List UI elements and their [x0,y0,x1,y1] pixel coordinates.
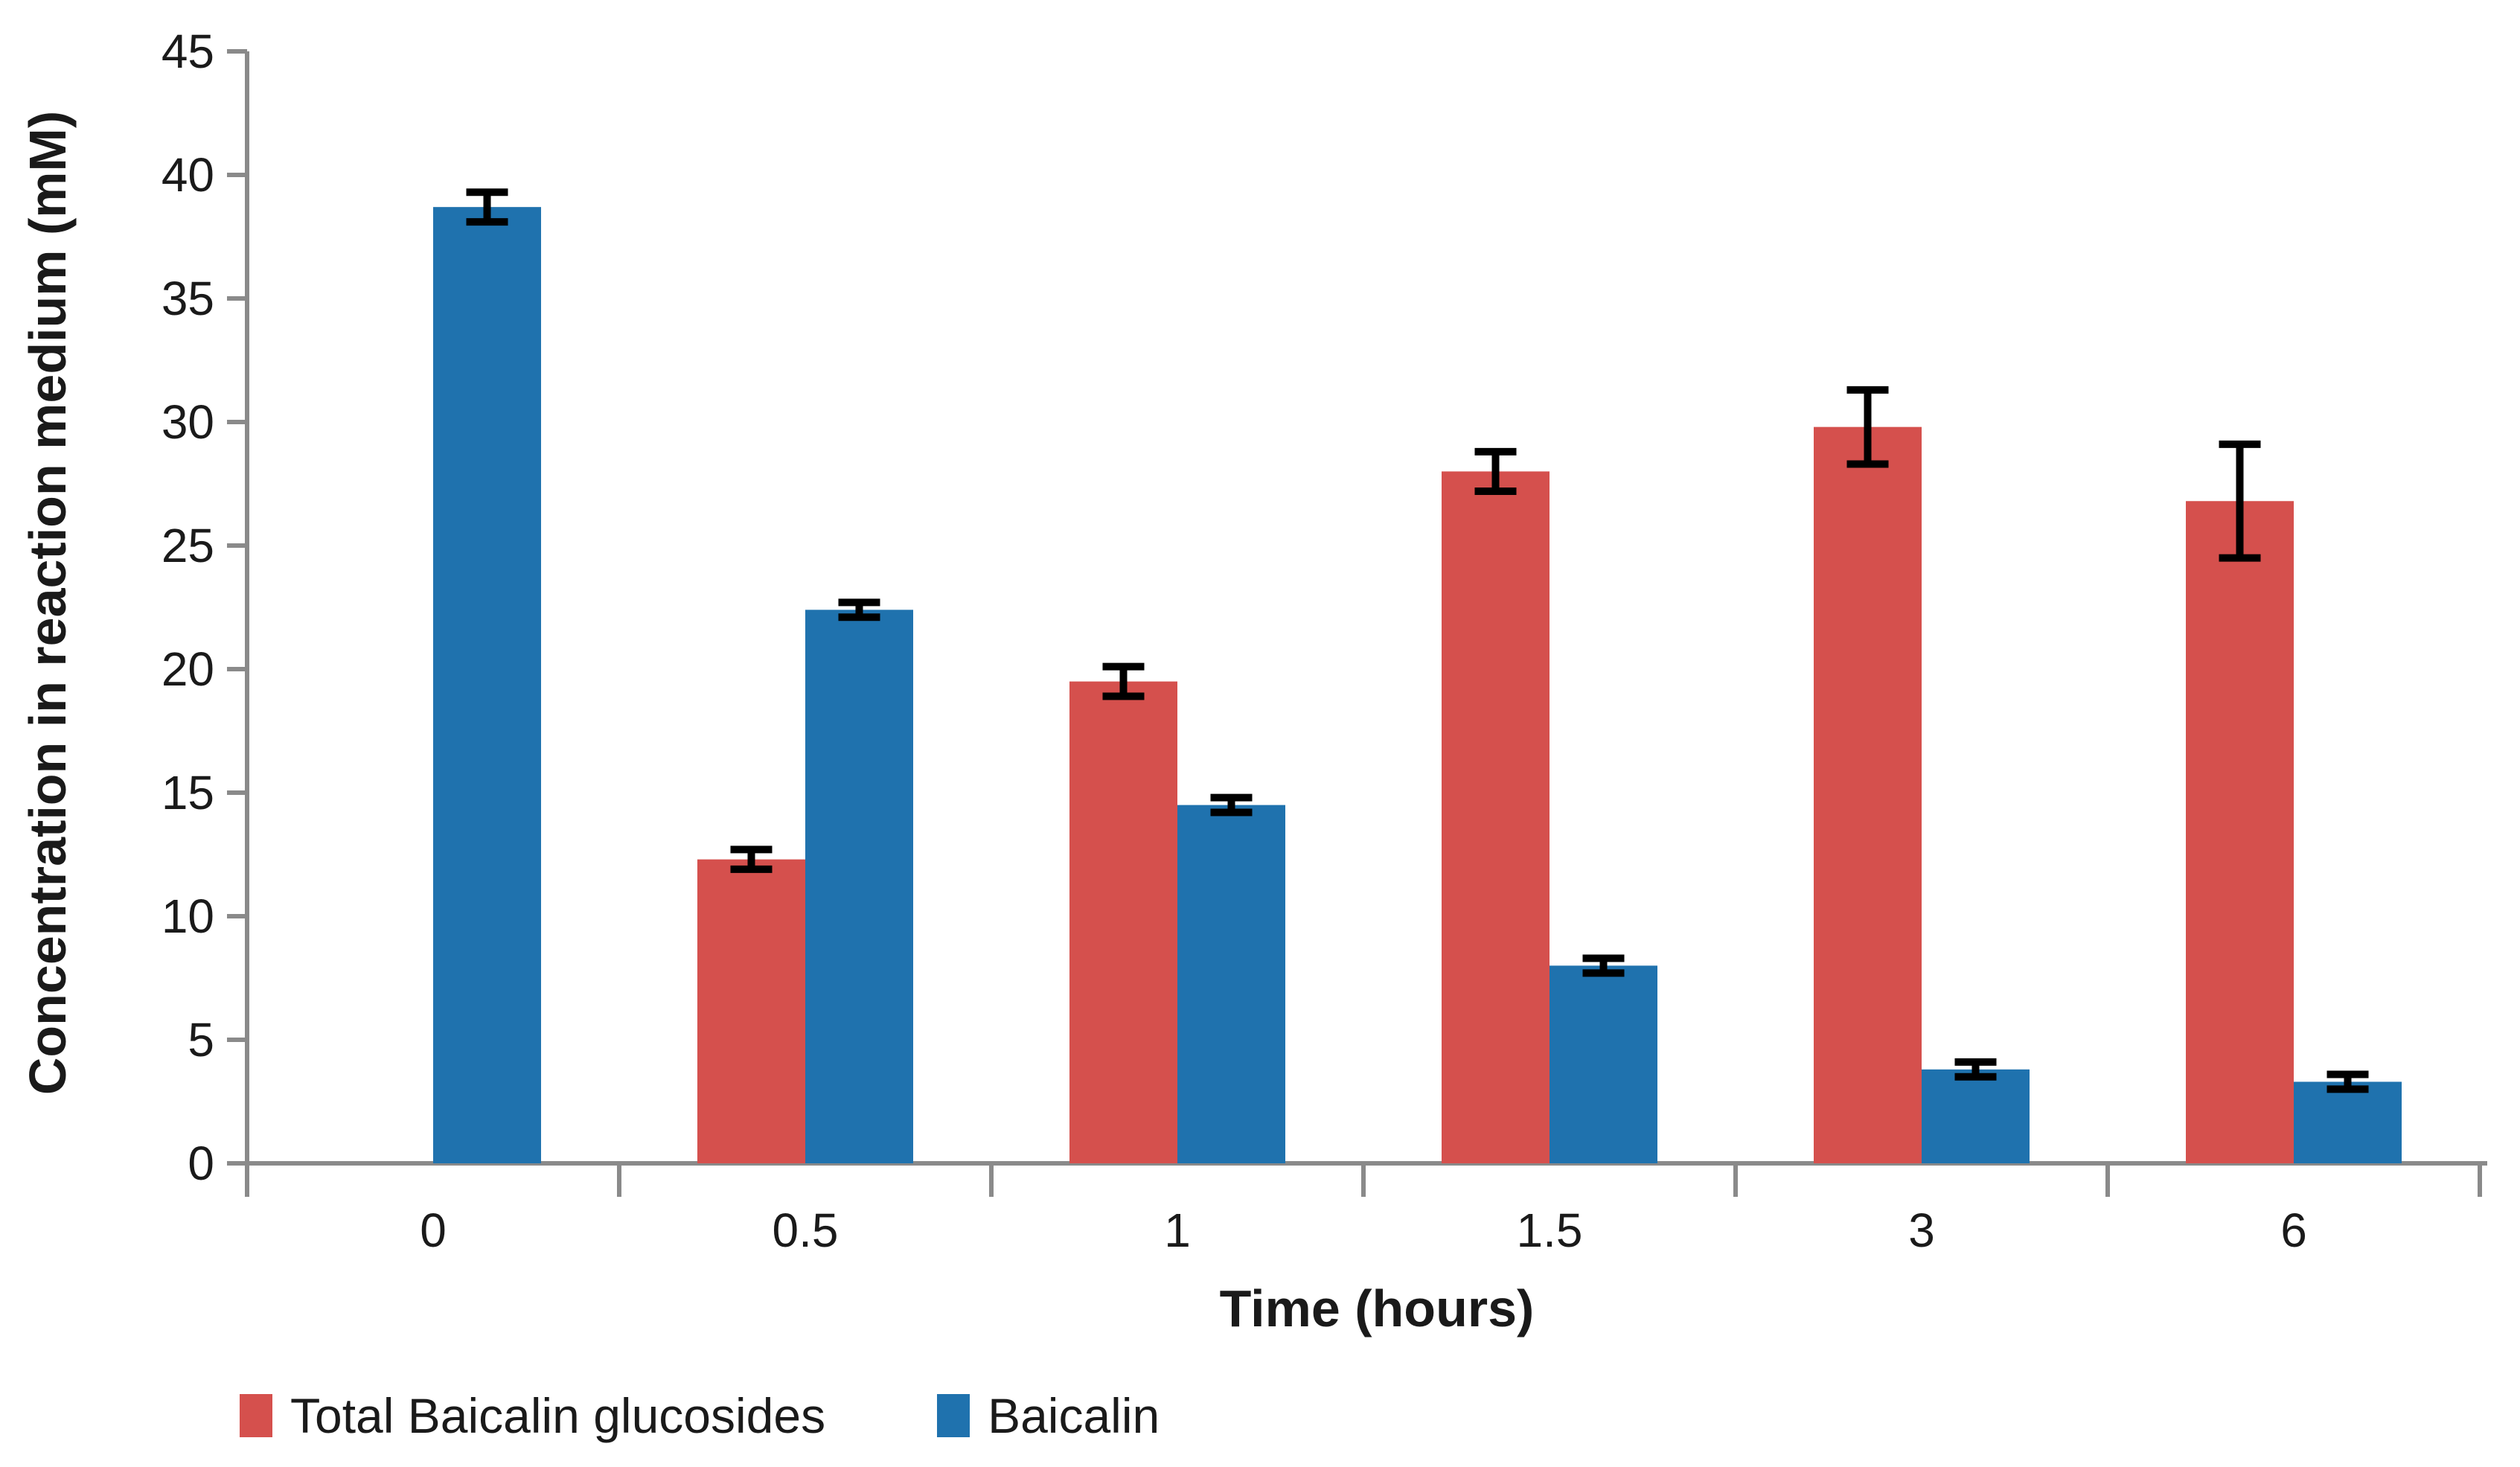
x-category-label-0: 0 [420,1204,447,1257]
legend-label-baicalin: Baicalin [988,1388,1160,1443]
error-bar-total-baicalin-glucosides-6h [2219,440,2261,562]
x-category-label-3: 3 [1908,1204,1935,1257]
y-tick-label-40: 40 [162,148,214,202]
legend: Total Baicalin glucosides Baicalin [240,1387,1160,1444]
y-tick-label-20: 20 [162,642,214,696]
bar-baicalin-1h [1177,805,1285,1163]
error-bar-baicalin-1h [1210,793,1253,816]
error-bar-total-baicalin-glucosides-0.5h [730,846,773,873]
x-axis-title: Time (hours) [1219,1279,1535,1337]
bar-total-baicalin-glucosides-3h [1814,426,1922,1163]
error-bar-baicalin-0.5h [838,598,880,621]
error-bar-baicalin-6h [2326,1070,2369,1093]
y-tick-label-0: 0 [188,1137,214,1190]
bar-baicalin-0.5h [805,610,913,1163]
legend-swatch-baicalin [937,1394,970,1437]
error-bar-baicalin-0h [466,188,508,226]
y-tick-label-45: 45 [162,25,214,78]
x-category-label-6: 6 [2280,1204,2307,1257]
bar-total-baicalin-glucosides-0.5h [697,859,805,1163]
y-tick-label-5: 5 [188,1013,214,1067]
legend-swatch-total-baicalin-glucosides [240,1394,272,1437]
bar-total-baicalin-glucosides-1.5h [1442,471,1550,1163]
bar-baicalin-3h [1922,1069,2030,1163]
y-tick-label-35: 35 [162,272,214,325]
error-bar-total-baicalin-glucosides-1h [1102,662,1145,700]
x-category-label-1: 1 [1164,1204,1191,1257]
y-tick-label-25: 25 [162,519,214,572]
legend-item-baicalin: Baicalin [937,1387,1160,1444]
legend-item-total-baicalin-glucosides: Total Baicalin glucosides [240,1387,825,1444]
y-axis-title: Concentration in reaction medium (mM) [19,110,77,1096]
error-bar-total-baicalin-glucosides-3h [1846,386,1889,468]
x-category-label-0.5: 0.5 [773,1204,839,1257]
bar-total-baicalin-glucosides-1h [1069,681,1177,1163]
error-bar-baicalin-1.5h [1582,954,1625,977]
y-tick-label-15: 15 [162,766,214,819]
bar-baicalin-1.5h [1550,965,1657,1163]
y-tick-label-30: 30 [162,395,214,449]
bar-baicalin-0h [433,207,541,1163]
error-bar-total-baicalin-glucosides-1.5h [1474,447,1517,495]
bar-total-baicalin-glucosides-6h [2186,501,2294,1163]
error-bar-baicalin-3h [1954,1058,1997,1081]
legend-label-total-baicalin-glucosides: Total Baicalin glucosides [290,1388,826,1443]
bar-baicalin-6h [2294,1081,2402,1163]
x-category-label-1.5: 1.5 [1517,1204,1583,1257]
y-tick-label-10: 10 [162,889,214,943]
